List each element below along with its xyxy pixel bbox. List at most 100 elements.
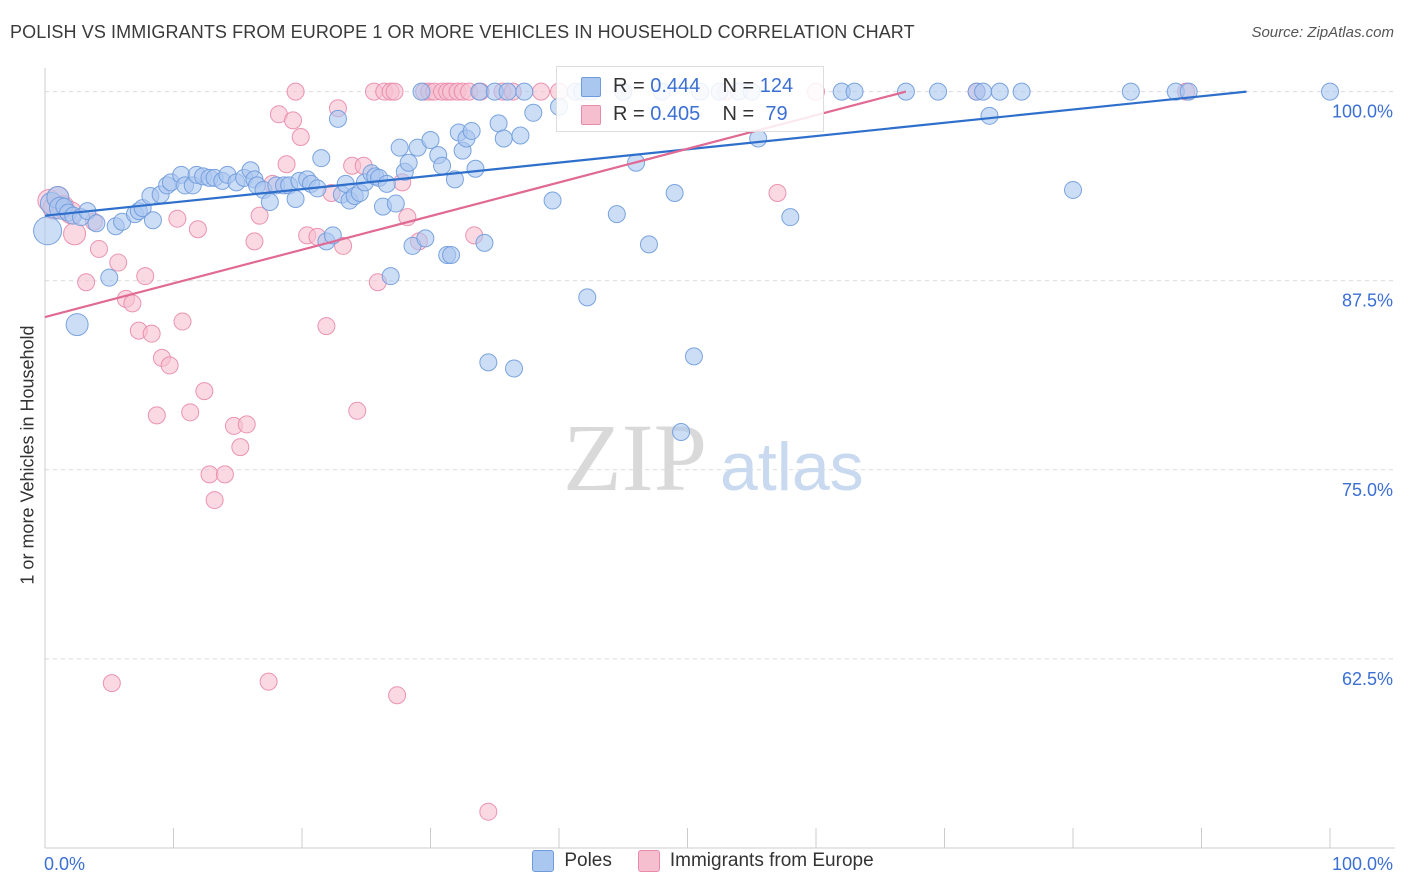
r-value: 0.405 xyxy=(650,103,701,125)
r-value: 0.444 xyxy=(650,75,701,97)
r-label: R = xyxy=(613,103,645,125)
immigrants-point xyxy=(181,403,200,422)
immigrants-point xyxy=(168,209,187,228)
legend-swatch-poles xyxy=(532,850,555,872)
n-label: N = xyxy=(722,75,755,97)
poles-point xyxy=(990,82,1009,101)
watermark: ZIP atlas xyxy=(563,404,864,511)
legend-item-immigrants[interactable]: Immigrants from Europe xyxy=(637,850,874,872)
legend-label-poles: Poles xyxy=(564,850,612,871)
poles-point xyxy=(412,82,431,101)
x-tick-label: 100.0% xyxy=(1332,854,1393,874)
stats-swatch-immigrants xyxy=(581,104,601,125)
legend: Poles Immigrants from Europe xyxy=(0,850,1406,872)
poles-point xyxy=(466,159,485,178)
immigrants-point xyxy=(188,220,207,239)
immigrants-point xyxy=(123,294,142,313)
immigrants-point xyxy=(277,155,296,174)
stats-swatch-poles xyxy=(581,76,601,97)
poles-point xyxy=(381,267,400,286)
immigrants-point xyxy=(231,438,250,457)
stats-row-poles: R = 0.444 N = 124 xyxy=(581,75,793,98)
chart-title: POLISH VS IMMIGRANTS FROM EUROPE 1 OR MO… xyxy=(10,22,915,42)
n-value: 124 xyxy=(759,75,794,97)
immigrants-point xyxy=(147,406,166,425)
poles-point xyxy=(377,174,396,193)
immigrants-point xyxy=(195,382,214,401)
poles-point xyxy=(286,190,305,209)
y-tick-label: 87.5% xyxy=(1342,291,1393,311)
poles-point xyxy=(1121,82,1140,101)
poles-point xyxy=(433,156,452,175)
immigrants-point xyxy=(768,183,787,202)
immigrants-point xyxy=(237,415,256,434)
immigrants-point xyxy=(385,82,404,101)
y-tick-label: 100.0% xyxy=(1332,102,1393,122)
immigrants-point xyxy=(479,802,498,821)
immigrants-point xyxy=(532,82,551,101)
poles-point xyxy=(312,149,331,168)
poles-point xyxy=(475,233,494,252)
poles-point xyxy=(974,82,993,101)
poles-point xyxy=(386,194,405,213)
poles-point xyxy=(543,191,562,210)
poles-point xyxy=(929,82,948,101)
poles-point xyxy=(1179,82,1198,101)
poles-point xyxy=(479,353,498,372)
immigrants-point xyxy=(259,672,278,691)
poles-point xyxy=(33,216,63,246)
poles-point xyxy=(470,82,489,101)
poles-point xyxy=(1012,82,1031,101)
immigrants-point xyxy=(291,127,310,146)
y-tick-label: 75.0% xyxy=(1342,480,1393,500)
poles-point xyxy=(1064,180,1082,199)
poles-point xyxy=(390,138,409,157)
y-axis-label: 1 or more Vehicles in Household xyxy=(17,325,38,585)
r-label: R = xyxy=(613,75,645,97)
poles-point xyxy=(607,205,626,224)
immigrants-point xyxy=(200,465,219,484)
immigrants-point xyxy=(63,222,87,246)
immigrants-point xyxy=(286,82,305,101)
immigrants-point xyxy=(89,239,108,258)
poles-point xyxy=(100,268,119,287)
poles-point xyxy=(665,183,684,202)
poles-point xyxy=(672,422,691,441)
poles-point xyxy=(524,103,543,122)
stats-box: R = 0.444 N = 124 R = 0.405 N = 79 xyxy=(556,66,824,132)
immigrants-point xyxy=(205,491,224,510)
poles-point xyxy=(498,82,517,101)
poles-point xyxy=(65,313,89,337)
poles-point xyxy=(781,208,800,227)
n-label: N = xyxy=(722,103,755,125)
poles-point xyxy=(489,114,508,133)
y-tick-label: 62.5% xyxy=(1342,669,1393,689)
poles-point xyxy=(445,170,464,189)
poles-point xyxy=(505,359,524,378)
poles-point xyxy=(684,347,703,366)
poles-point xyxy=(143,211,162,230)
poles-point xyxy=(442,245,461,264)
legend-item-poles[interactable]: Poles xyxy=(532,850,612,872)
immigrants-point xyxy=(245,232,264,251)
poles-point xyxy=(462,121,481,140)
source-label: Source: ZipAtlas.com xyxy=(1251,24,1394,41)
n-value: 79 xyxy=(759,103,788,125)
legend-label-immigrants: Immigrants from Europe xyxy=(669,850,874,871)
immigrants-point xyxy=(160,356,179,375)
x-tick-label: 0.0% xyxy=(44,854,85,874)
immigrants-point xyxy=(215,465,234,484)
poles-point xyxy=(328,109,347,128)
immigrants-point xyxy=(173,312,192,331)
immigrants-point xyxy=(109,253,128,272)
poles-point xyxy=(515,82,534,101)
legend-swatch-immigrants xyxy=(637,850,660,872)
immigrants-point xyxy=(102,674,121,693)
poles-point xyxy=(494,129,513,148)
stats-row-immigrants: R = 0.405 N = 79 xyxy=(581,103,788,126)
poles-point xyxy=(845,82,864,101)
poles-point xyxy=(578,288,597,307)
immigrants-point xyxy=(348,401,367,420)
poles-point xyxy=(260,193,279,212)
